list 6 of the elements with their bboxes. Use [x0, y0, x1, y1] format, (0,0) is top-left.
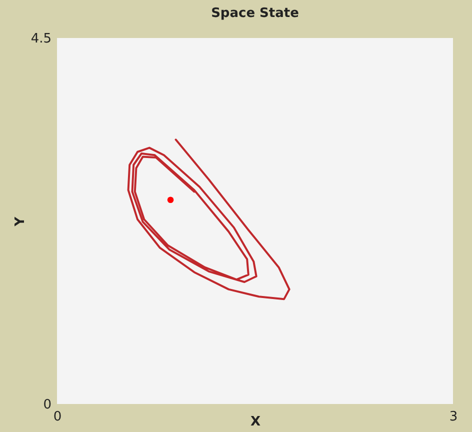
y-axis-title: Y — [12, 216, 28, 228]
y-tick-label: 4.5 — [30, 32, 52, 46]
x-tick-label: 3 — [449, 410, 458, 424]
chart-title: Space State — [211, 6, 300, 21]
x-axis-title: X — [250, 414, 261, 430]
line-series — [127, 138, 290, 300]
